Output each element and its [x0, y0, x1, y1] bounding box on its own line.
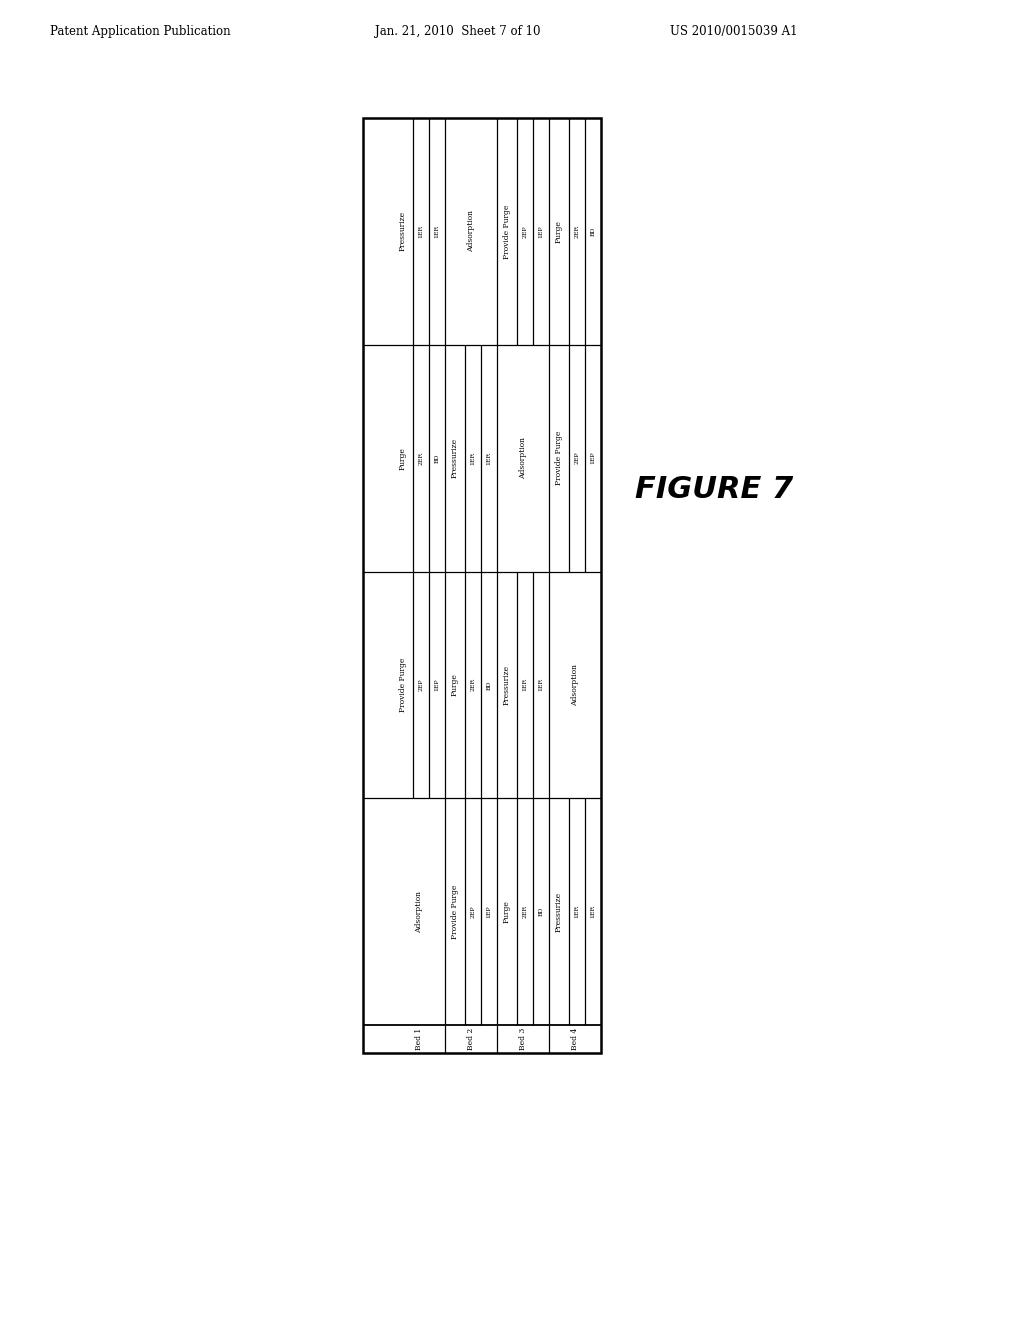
Text: Purge: Purge — [451, 673, 459, 697]
Text: Patent Application Publication: Patent Application Publication — [50, 25, 230, 38]
Text: 2ER: 2ER — [419, 451, 424, 465]
Text: Provide Purge: Provide Purge — [503, 205, 511, 259]
Text: 2EP: 2EP — [419, 678, 424, 692]
Text: 1ER: 1ER — [419, 224, 424, 238]
Text: 1ER: 1ER — [434, 224, 439, 238]
Text: 2ER: 2ER — [574, 224, 580, 238]
Text: 2ER: 2ER — [470, 678, 475, 692]
Text: Adsorption: Adsorption — [415, 891, 423, 933]
Text: Jan. 21, 2010  Sheet 7 of 10: Jan. 21, 2010 Sheet 7 of 10 — [375, 25, 541, 38]
Text: Purge: Purge — [503, 900, 511, 923]
Text: Adsorption: Adsorption — [467, 210, 475, 252]
Text: 2EP: 2EP — [470, 906, 475, 917]
Text: FIGURE 7: FIGURE 7 — [635, 475, 794, 504]
Text: 1EP: 1EP — [591, 451, 596, 465]
Text: 2ER: 2ER — [522, 906, 527, 919]
Text: Bed 2: Bed 2 — [467, 1028, 475, 1051]
Text: 1ER: 1ER — [574, 906, 580, 919]
Text: Pressurize: Pressurize — [399, 211, 407, 251]
Text: 1EP: 1EP — [539, 226, 544, 238]
Text: Bed 1: Bed 1 — [415, 1028, 423, 1051]
Text: 1EP: 1EP — [486, 906, 492, 917]
Text: BD: BD — [591, 227, 596, 236]
Text: Pressurize: Pressurize — [451, 438, 459, 478]
Text: 1ER: 1ER — [470, 451, 475, 465]
Text: Purge: Purge — [555, 220, 563, 243]
Text: 1ER: 1ER — [591, 906, 596, 919]
Text: 1ER: 1ER — [539, 678, 544, 692]
Text: Bed 4: Bed 4 — [571, 1028, 579, 1051]
Text: Pressurize: Pressurize — [555, 891, 563, 932]
Text: Pressurize: Pressurize — [503, 665, 511, 705]
Text: US 2010/0015039 A1: US 2010/0015039 A1 — [670, 25, 798, 38]
Text: BD: BD — [486, 680, 492, 689]
Text: Provide Purge: Provide Purge — [399, 657, 407, 711]
Text: 1EP: 1EP — [434, 678, 439, 692]
Text: Adsorption: Adsorption — [571, 664, 579, 706]
Text: 2EP: 2EP — [522, 226, 527, 238]
Text: 1ER: 1ER — [522, 678, 527, 692]
Bar — [362, 117, 601, 1053]
Text: 1ER: 1ER — [486, 451, 492, 465]
Text: 2EP: 2EP — [574, 451, 580, 465]
Text: Bed 3: Bed 3 — [519, 1028, 527, 1051]
Text: Adsorption: Adsorption — [519, 437, 527, 479]
Text: Provide Purge: Provide Purge — [451, 884, 459, 939]
Text: Purge: Purge — [399, 446, 407, 470]
Text: Provide Purge: Provide Purge — [555, 430, 563, 486]
Text: BD: BD — [539, 907, 544, 916]
Text: BD: BD — [434, 453, 439, 463]
